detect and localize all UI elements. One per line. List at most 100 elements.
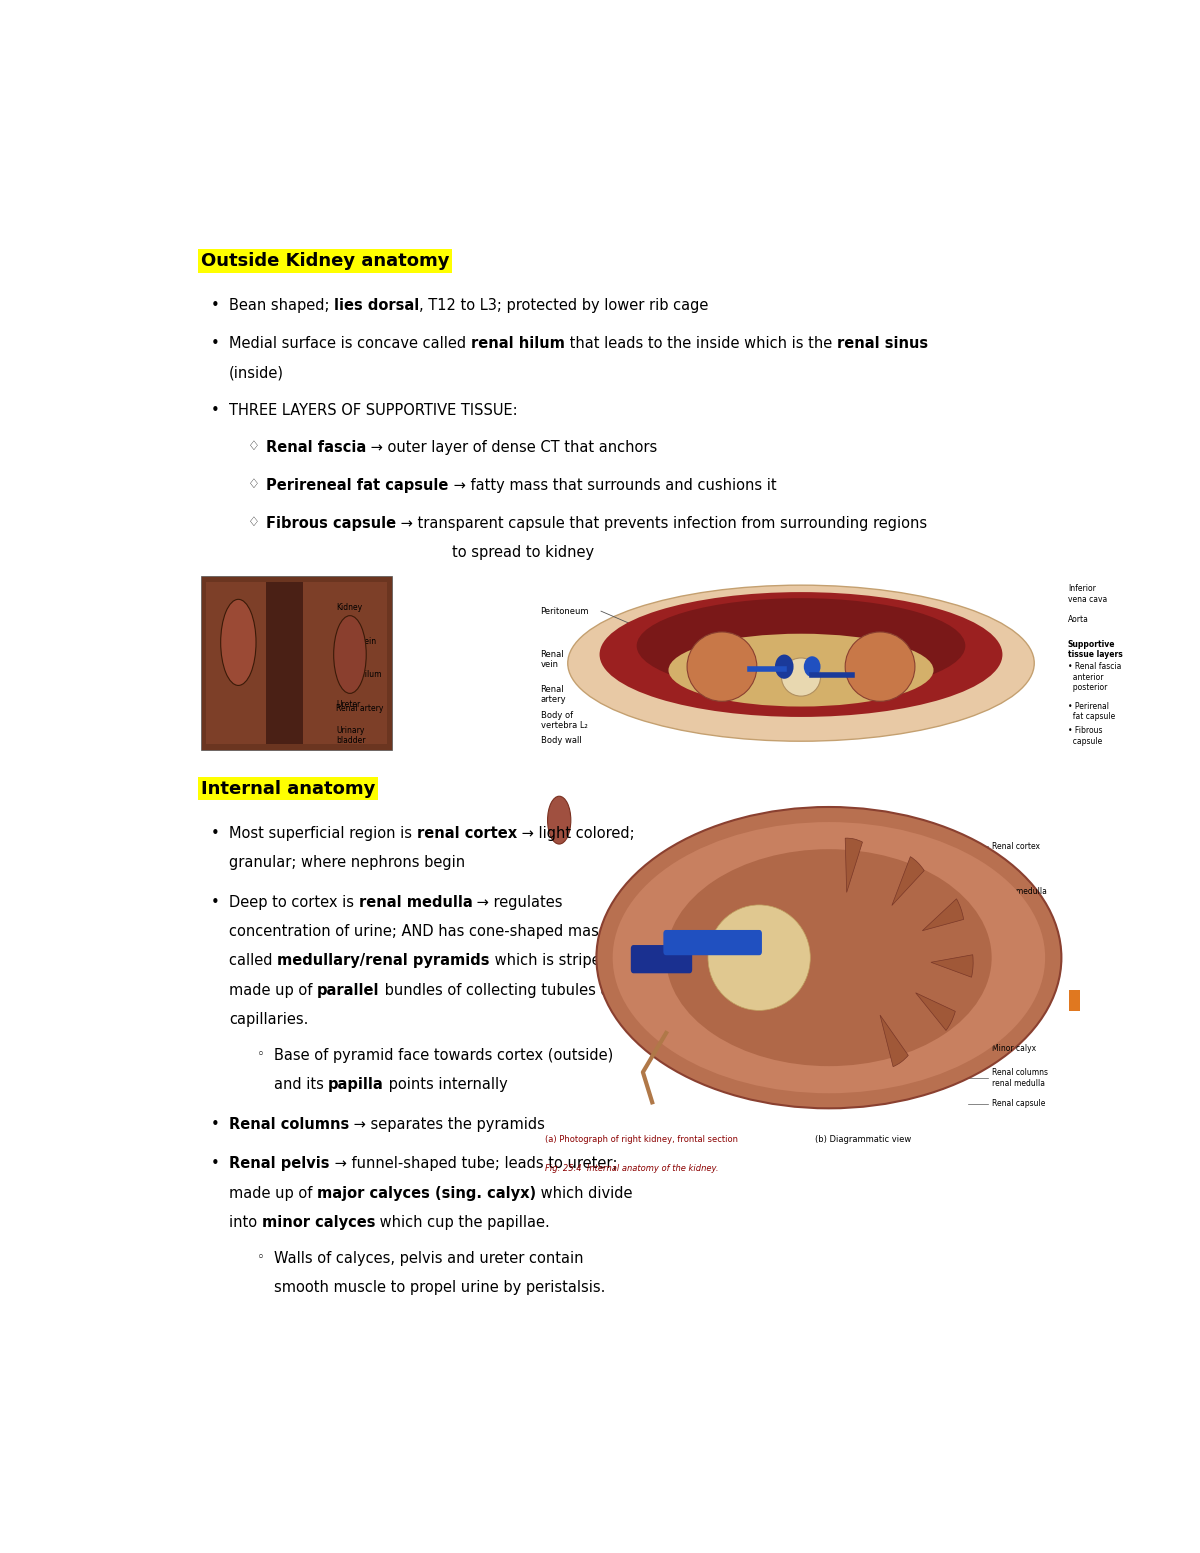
Ellipse shape (668, 634, 934, 707)
Text: → fatty mass that surrounds and cushions it: → fatty mass that surrounds and cushions… (449, 478, 776, 494)
Text: which is striped bcz: which is striped bcz (490, 954, 640, 969)
Text: •: • (210, 402, 220, 418)
Text: lies dorsal: lies dorsal (334, 298, 420, 314)
Ellipse shape (596, 808, 1062, 1109)
Text: points internally: points internally (384, 1076, 508, 1092)
Wedge shape (892, 857, 924, 905)
Wedge shape (916, 992, 955, 1031)
Text: Peritoneum: Peritoneum (540, 607, 589, 615)
Text: called: called (229, 954, 277, 969)
Ellipse shape (666, 849, 991, 1067)
Text: Walls of calyces, pelvis and ureter contain: Walls of calyces, pelvis and ureter cont… (274, 1250, 583, 1266)
Text: into: into (229, 1214, 262, 1230)
Text: Peritoneal cavity
(organs removed): Peritoneal cavity (organs removed) (778, 626, 862, 644)
Text: Deep to cortex is: Deep to cortex is (229, 895, 359, 910)
Text: renal sinus: renal sinus (836, 335, 928, 351)
Text: parallel: parallel (317, 983, 379, 997)
Text: which cup the papillae.: which cup the papillae. (376, 1214, 550, 1230)
Text: to spread to kidney: to spread to kidney (452, 545, 594, 561)
Text: made up of: made up of (229, 1186, 317, 1200)
FancyBboxPatch shape (202, 576, 391, 750)
FancyBboxPatch shape (1069, 989, 1080, 1011)
Text: → transparent capsule that prevents infection from surrounding regions: → transparent capsule that prevents infe… (396, 516, 928, 531)
Text: which divide: which divide (536, 1186, 632, 1200)
Text: renal medulla: renal medulla (359, 895, 473, 910)
Text: Renal hilum: Renal hilum (336, 671, 382, 679)
Text: and its: and its (274, 1076, 328, 1092)
Text: Perireneal fat capsule: Perireneal fat capsule (266, 478, 449, 494)
Text: → separates the pyramids: → separates the pyramids (349, 1117, 545, 1132)
Text: → regulates: → regulates (473, 895, 563, 910)
Text: ♢: ♢ (247, 478, 259, 491)
Text: concentration of urine; AND has cone-shaped mass: concentration of urine; AND has cone-sha… (229, 924, 607, 940)
Text: (inside): (inside) (229, 365, 284, 380)
Ellipse shape (568, 585, 1034, 741)
Text: •: • (210, 298, 220, 314)
Ellipse shape (547, 797, 571, 843)
Text: , T12 to L3; protected by lower rib cage: , T12 to L3; protected by lower rib cage (420, 298, 709, 314)
Text: •: • (210, 1157, 220, 1171)
Ellipse shape (613, 822, 1045, 1093)
Text: Bean shaped;: Bean shaped; (229, 298, 334, 314)
Text: •: • (210, 1117, 220, 1132)
Text: Aorta: Aorta (1068, 615, 1088, 624)
Ellipse shape (708, 905, 810, 1011)
Ellipse shape (804, 657, 821, 677)
Text: → funnel-shaped tube; leads to ureter;: → funnel-shaped tube; leads to ureter; (330, 1157, 617, 1171)
Ellipse shape (334, 615, 366, 693)
Text: capillaries.: capillaries. (229, 1013, 308, 1027)
Text: ♢: ♢ (247, 441, 259, 453)
Text: ◦: ◦ (257, 1048, 265, 1061)
Wedge shape (931, 955, 973, 977)
Text: bundles of collecting tubules and: bundles of collecting tubules and (379, 983, 628, 997)
Text: Fibrous capsule: Fibrous capsule (266, 516, 396, 531)
Text: smooth muscle to propel urine by peristalsis.: smooth muscle to propel urine by perista… (274, 1280, 605, 1295)
Text: made up of: made up of (229, 983, 317, 997)
Text: Body of
vertebra L₂: Body of vertebra L₂ (540, 711, 587, 730)
Text: Outside Kidney anatomy: Outside Kidney anatomy (202, 252, 450, 270)
Text: ◦: ◦ (257, 1250, 265, 1264)
Text: papilla: papilla (328, 1076, 384, 1092)
Text: renal cortex: renal cortex (416, 826, 517, 840)
Text: Major calyx: Major calyx (991, 932, 1036, 941)
Text: Renal cortex: Renal cortex (991, 842, 1039, 851)
Text: Renal medulla: Renal medulla (991, 887, 1046, 896)
Text: Renal capsule: Renal capsule (991, 1100, 1045, 1107)
Text: Renal
vein: Renal vein (540, 651, 564, 669)
FancyBboxPatch shape (664, 930, 762, 955)
Text: Medial surface is concave called: Medial surface is concave called (229, 335, 470, 351)
Text: ♢: ♢ (247, 516, 259, 530)
Ellipse shape (637, 598, 965, 694)
Text: Renal pelvis
pyramid: Renal pelvis pyramid (991, 969, 1038, 988)
Ellipse shape (688, 632, 757, 702)
FancyBboxPatch shape (266, 582, 304, 744)
Text: • Perirenal
  fat capsule: • Perirenal fat capsule (1068, 702, 1115, 722)
Text: Renal vein: Renal vein (336, 637, 376, 646)
Text: • Renal fascia
  anterior
  posterior: • Renal fascia anterior posterior (1068, 662, 1121, 693)
Ellipse shape (221, 599, 256, 685)
Text: Renal fascia: Renal fascia (266, 441, 366, 455)
Text: Renal columns: Renal columns (229, 1117, 349, 1132)
Wedge shape (923, 899, 964, 930)
Text: Urinary
bladder: Urinary bladder (336, 725, 366, 745)
Wedge shape (880, 1016, 908, 1067)
Text: •: • (210, 895, 220, 910)
FancyBboxPatch shape (206, 582, 388, 744)
Text: Renal
artery: Renal artery (540, 685, 566, 704)
Text: THREE LAYERS OF SUPPORTIVE TISSUE:: THREE LAYERS OF SUPPORTIVE TISSUE: (229, 402, 517, 418)
Text: Fig. 25.4  Internal anatomy of the kidney.: Fig. 25.4 Internal anatomy of the kidney… (545, 1163, 719, 1173)
Text: •: • (210, 335, 220, 351)
Wedge shape (845, 839, 863, 893)
Text: Ureter: Ureter (336, 700, 360, 710)
Text: that leads to the inside which is the: that leads to the inside which is the (565, 335, 836, 351)
Text: •: • (210, 826, 220, 840)
Ellipse shape (775, 654, 793, 679)
Text: Kidney: Kidney (336, 603, 362, 612)
Text: Renal pelvis: Renal pelvis (229, 1157, 330, 1171)
Text: → outer layer of dense CT that anchors: → outer layer of dense CT that anchors (366, 441, 658, 455)
Text: Supportive
tissue layers: Supportive tissue layers (1068, 640, 1123, 658)
Text: → light colored;: → light colored; (517, 826, 635, 840)
Text: Body wall: Body wall (540, 736, 581, 745)
Text: medullary/renal pyramids: medullary/renal pyramids (277, 954, 490, 969)
Text: renal hilum: renal hilum (470, 335, 565, 351)
